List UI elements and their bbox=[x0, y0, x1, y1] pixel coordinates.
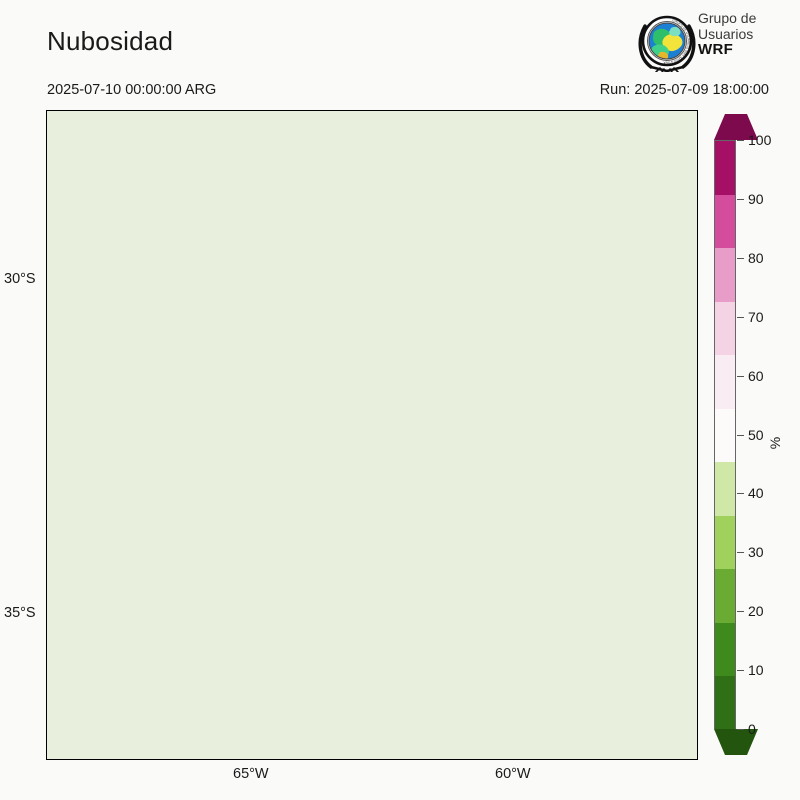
model-run-label: Run: 2025-07-09 18:00:00 bbox=[599, 82, 769, 98]
colorbar-tick-label: 80 bbox=[748, 249, 764, 266]
colorbar-gradient bbox=[714, 140, 736, 731]
colorbar-band bbox=[715, 622, 735, 678]
colorbar-tick-label: 60 bbox=[748, 367, 764, 384]
logo-line-2: Usuarios bbox=[698, 25, 754, 42]
colorbar-tick-label: 100 bbox=[748, 132, 772, 148]
logo-text: Grupo de Usuarios WRF bbox=[698, 10, 798, 58]
colorbar-band bbox=[715, 515, 735, 570]
lat-tick-35s: 35°S bbox=[4, 605, 36, 621]
colorbar-tick-label: 50 bbox=[748, 426, 764, 443]
lat-tick-30s: 30°S bbox=[4, 271, 36, 287]
colorbar-band bbox=[715, 301, 735, 356]
colorbar-band bbox=[715, 408, 735, 463]
colorbar-band bbox=[715, 141, 735, 196]
colorbar-tick-mark bbox=[737, 316, 744, 318]
colorbar-tick-label: 90 bbox=[748, 190, 764, 207]
colorbar-tick-label: 70 bbox=[748, 308, 764, 325]
logo-line-3: WRF bbox=[698, 41, 734, 58]
wrf-user-group-emblem-icon: GRUPO DE USUARIOS WRF ARGENTINA bbox=[638, 12, 696, 73]
cloud-cover-field bbox=[47, 111, 697, 759]
colorbar-unit-label: % bbox=[767, 436, 784, 450]
page-title: Nubosidad bbox=[47, 26, 174, 56]
colorbar-over-arrow bbox=[714, 114, 758, 140]
colorbar-tick-mark bbox=[737, 729, 744, 730]
colorbar-under-arrow bbox=[714, 729, 758, 755]
logo: GRUPO DE USUARIOS WRF ARGENTINA Grupo de… bbox=[638, 10, 798, 74]
colorbar-band bbox=[715, 248, 735, 303]
lon-tick-65w: 65°W bbox=[233, 766, 269, 782]
colorbar-tick-mark bbox=[737, 493, 744, 495]
colorbar-tick-mark bbox=[737, 611, 744, 613]
colorbar-tick-mark bbox=[737, 257, 744, 259]
colorbar-tick-mark bbox=[737, 375, 744, 377]
colorbar-band bbox=[715, 355, 735, 410]
lon-tick-60w: 60°W bbox=[495, 766, 531, 782]
colorbar-band bbox=[715, 569, 735, 624]
colorbar-tick-label: 40 bbox=[748, 485, 764, 502]
colorbar-tick-label: 20 bbox=[748, 603, 764, 620]
colorbar-tick-mark bbox=[737, 670, 744, 672]
colorbar-tick-mark bbox=[737, 140, 744, 141]
logo-line-1: Grupo de bbox=[698, 10, 757, 26]
colorbar-tick-label: 30 bbox=[748, 544, 764, 561]
colorbar-band bbox=[715, 462, 735, 517]
valid-time-label: 2025-07-10 00:00:00 ARG bbox=[47, 82, 217, 98]
colorbar: 0 10 20 30 40 50 60 70 80 90 100 % bbox=[709, 110, 799, 790]
colorbar-tick-mark bbox=[737, 552, 744, 554]
colorbar-tick-label: 0 bbox=[748, 721, 756, 737]
map-plot-area bbox=[46, 110, 698, 760]
colorbar-tick-mark bbox=[737, 434, 744, 436]
colorbar-tick-mark bbox=[737, 198, 744, 200]
colorbar-band bbox=[715, 194, 735, 249]
colorbar-tick-label: 10 bbox=[748, 662, 764, 679]
colorbar-band bbox=[715, 676, 735, 731]
